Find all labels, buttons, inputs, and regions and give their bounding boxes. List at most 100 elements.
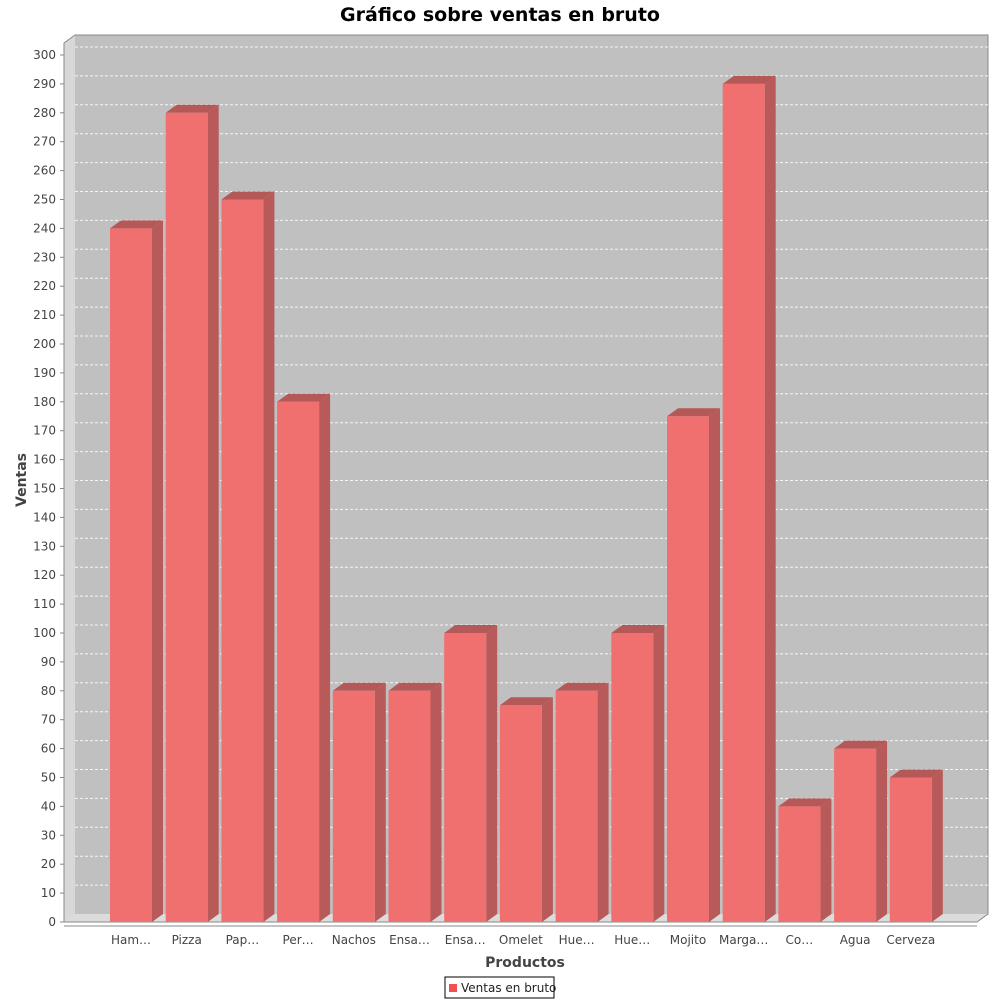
bar [667,408,720,922]
legend-label: Ventas en bruto [461,981,556,995]
y-tick-label: 200 [33,337,56,351]
y-tick-label: 190 [33,366,56,380]
bar-top [444,625,498,633]
bar-front [834,748,877,922]
bar-side [152,220,163,922]
bar-top [221,191,275,200]
y-tick-label: 60 [41,742,56,756]
bar-front [722,83,765,922]
bar [611,625,665,922]
bar [388,682,442,922]
x-tick-label: Pizza [172,933,202,947]
x-tick-label: Nachos [332,933,376,947]
y-tick-label: 120 [33,568,56,582]
bar [889,769,943,922]
y-tick-label: 10 [41,886,56,900]
y-tick-label: 80 [41,684,56,698]
bar-front [778,806,821,922]
x-axis-label: Productos [485,955,565,971]
y-tick-label: 210 [33,308,56,322]
y-tick-label: 230 [33,250,56,264]
y-tick-label: 130 [33,539,56,553]
bar [444,625,498,922]
x-tick-label: Mojito [670,933,706,947]
chart-title: Gráfico sobre ventas en bruto [340,4,660,26]
bar [332,682,386,922]
bar-top [499,697,553,706]
bar [722,75,776,922]
bar-side [374,682,386,922]
bar-front [667,416,709,922]
y-tick-label: 220 [33,279,56,293]
x-tick-label: Ham… [111,933,151,947]
bar-front [499,705,542,922]
x-tick-label: Hue… [614,933,650,947]
y-tick-label: 90 [41,655,56,669]
x-tick-label: Agua [840,933,871,947]
left-wall [64,35,75,922]
bar-top [834,740,888,749]
y-tick-label: 140 [33,510,56,524]
y-axis-label: Ventas [14,453,30,507]
bar-top [388,682,442,691]
bar-front [444,633,487,922]
y-tick-label: 280 [33,106,56,120]
bar [165,104,219,923]
y-tick-label: 180 [33,395,56,409]
bar-front [165,112,208,923]
y-tick-label: 170 [33,424,56,438]
legend: Ventas en bruto [444,976,556,999]
bar-side [541,697,553,922]
bar-front [221,199,264,922]
bar-top [555,682,609,691]
bar-side [319,393,331,922]
y-tick-label: 70 [41,713,56,727]
y-tick-label: 300 [33,48,56,62]
bar-side [709,408,720,922]
x-axis-ticks: Ham… Pizza Pap… Per… Nachos Ensa… Ensa… Omelet H… [111,933,935,947]
x-tick-label: Ensa… [389,933,430,947]
x-tick-label: Marga… [719,933,768,947]
y-axis-ticks: 0 10 20 30 40 50 60 70 80 90 100 110 120 130 140 150 160… [33,48,64,929]
bar-front [388,690,431,922]
x-tick-label: Hue… [559,933,595,947]
bar [277,393,331,922]
bar [221,191,275,922]
bar [834,740,888,922]
bar-front [889,777,932,922]
bar-side [263,191,275,922]
bar-side [653,625,665,922]
bar-top [722,75,776,84]
x-tick-label: Co… [786,933,814,947]
bar-front [110,228,152,922]
bar-top [332,682,386,691]
y-tick-label: 150 [33,482,56,496]
y-tick-label: 240 [33,221,56,235]
bar-side [820,798,832,922]
y-tick-label: 100 [33,626,56,640]
bar-side [486,625,498,922]
bar [110,220,163,922]
bar-front [611,633,654,922]
bar-front [277,401,320,922]
y-tick-label: 40 [41,799,56,813]
bars [110,75,943,923]
bar-side [876,740,888,922]
bar-side [207,104,219,923]
bar-top [110,220,163,229]
x-tick-label: Omelet [499,933,543,947]
legend-box [444,976,555,999]
bar [555,682,609,922]
bar-front [332,690,375,922]
bar-side [430,682,442,922]
legend-swatch [449,984,457,992]
x-tick-label: Pap… [226,933,260,947]
bar-side [597,682,609,922]
x-tick-label: Per… [283,933,314,947]
y-tick-label: 290 [33,77,56,91]
y-tick-label: 30 [41,828,56,842]
y-tick-label: 250 [33,193,56,207]
bar [499,697,553,922]
bar-top [611,625,665,633]
